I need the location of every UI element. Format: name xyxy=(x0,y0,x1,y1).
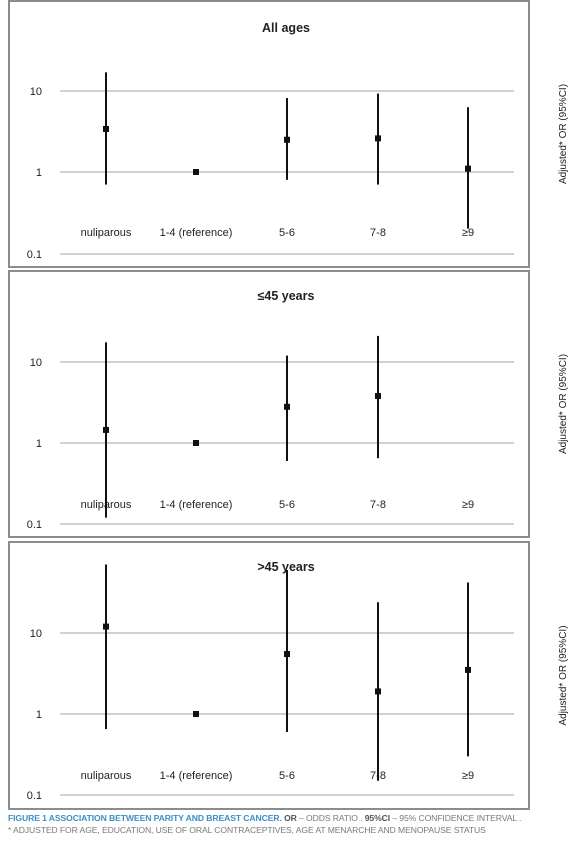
or-point-9-plus xyxy=(465,666,471,673)
y-tick-label: 0.1 xyxy=(27,519,42,531)
caption-or-abbr: OR xyxy=(284,813,297,823)
y-tick-label: 1 xyxy=(36,167,42,179)
caption-line-1: FIGURE 1 ASSOCIATION BETWEEN PARITY AND … xyxy=(8,812,568,824)
or-point-reference xyxy=(193,440,199,446)
parity-breast-cancer-figure: 10 1 0.1 All ages nuliparous 1-4 (reference) 5… xyxy=(8,0,569,810)
panel-frame xyxy=(8,270,530,538)
panel-frame xyxy=(8,541,530,810)
or-point-9-plus xyxy=(465,165,471,172)
x-tick-label-9-plus: ≥9 xyxy=(462,227,474,239)
or-point-7-8 xyxy=(375,688,381,695)
or-point-nuliparous xyxy=(103,623,109,630)
x-tick-label-5-6: 5-6 xyxy=(279,499,295,511)
caption-ci-abbr: 95%CI xyxy=(364,813,391,823)
x-tick-label-9-plus: ≥9 xyxy=(462,499,474,511)
x-tick-label-nuliparous: nuliparous xyxy=(81,770,132,782)
y-axis-label: Adjusted* OR (95%CI) xyxy=(558,84,569,184)
x-tick-label-7-8: 7-8 xyxy=(370,227,386,239)
or-point-reference xyxy=(193,711,199,717)
y-tick-label: 10 xyxy=(30,357,42,369)
or-point-7-8 xyxy=(375,135,381,142)
caption-footnote: * ADJUSTED FOR AGE, EDUCATION, USE OF OR… xyxy=(8,825,486,835)
chart-panel-1: 10 1 0.1 All ages nuliparous 1-4 (reference) 5… xyxy=(8,0,569,268)
or-point-nuliparous xyxy=(103,125,109,132)
figure-caption: FIGURE 1 ASSOCIATION BETWEEN PARITY AND … xyxy=(8,812,568,836)
x-tick-label-reference: 1-4 (reference) xyxy=(160,499,233,511)
y-axis-label: Adjusted* OR (95%CI) xyxy=(558,625,569,725)
or-point-7-8 xyxy=(375,393,381,400)
chart-title: All ages xyxy=(262,21,310,35)
x-tick-label-7-8: 7-8 xyxy=(370,499,386,511)
or-point-5-6 xyxy=(284,136,290,143)
caption-or-text: – ODDS RATIO . xyxy=(296,813,365,823)
y-tick-label: 1 xyxy=(36,438,42,450)
chart-title: >45 years xyxy=(257,560,314,574)
x-tick-label-5-6: 5-6 xyxy=(279,227,295,239)
or-point-5-6 xyxy=(284,651,290,658)
y-tick-label: 0.1 xyxy=(27,790,42,802)
y-tick-label: 0.1 xyxy=(27,249,42,261)
caption-ci-text: – 95% CONFIDENCE INTERVAL . xyxy=(390,813,522,823)
x-tick-label-9-plus: ≥9 xyxy=(462,770,474,782)
x-tick-label-reference: 1-4 (reference) xyxy=(160,227,233,239)
x-tick-label-reference: 1-4 (reference) xyxy=(160,770,233,782)
y-axis-label: Adjusted* OR (95%CI) xyxy=(558,354,569,454)
y-tick-label: 1 xyxy=(36,709,42,721)
y-tick-label: 10 xyxy=(30,86,42,98)
x-tick-label-5-6: 5-6 xyxy=(279,770,295,782)
x-tick-label-nuliparous: nuliparous xyxy=(81,227,132,239)
y-tick-label: 10 xyxy=(30,628,42,640)
chart-title: ≤45 years xyxy=(258,289,315,303)
or-point-reference xyxy=(193,169,199,175)
or-point-nuliparous xyxy=(103,426,109,433)
caption-label: FIGURE 1 ASSOCIATION BETWEEN PARITY AND … xyxy=(8,813,282,823)
or-point-5-6 xyxy=(284,403,290,410)
panel-frame xyxy=(8,0,530,268)
chart-panel-3: 10 1 0.1 >45 years nuliparous 1-4 (reference)… xyxy=(8,541,569,810)
